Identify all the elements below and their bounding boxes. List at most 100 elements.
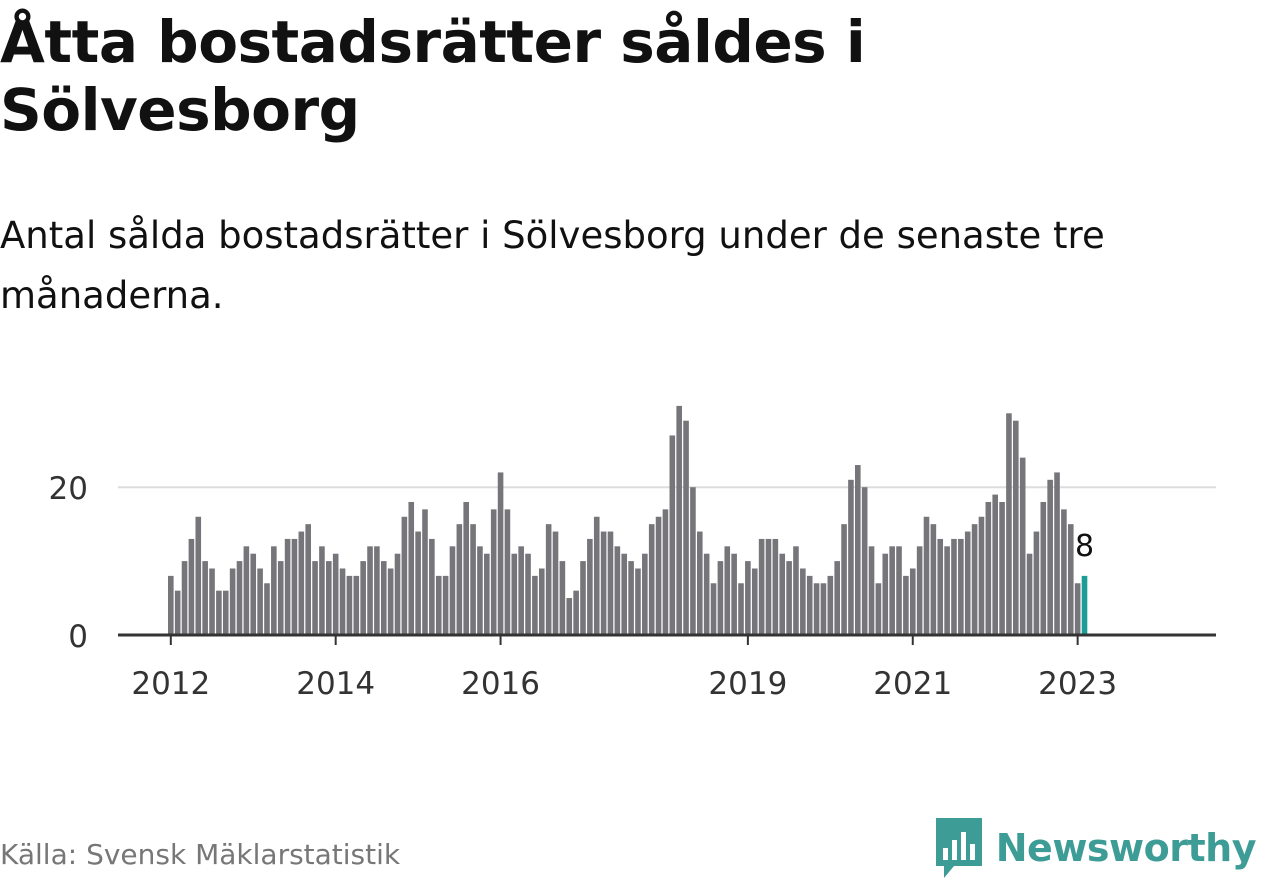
bar <box>1047 479 1053 635</box>
bar <box>903 575 909 635</box>
bar <box>690 487 696 635</box>
bar <box>1013 420 1019 635</box>
bar <box>1006 413 1012 635</box>
bar <box>257 568 263 635</box>
bar <box>298 531 305 635</box>
bar <box>669 435 676 635</box>
bar <box>985 501 992 635</box>
bar <box>944 546 950 635</box>
bar <box>532 575 538 635</box>
bar <box>525 553 531 635</box>
bar <box>999 501 1005 635</box>
chart-title: Åtta bostadsrätter såldes i Sölvesborg <box>0 8 866 144</box>
bar <box>738 583 744 635</box>
bar <box>243 546 250 635</box>
brand-name: Newsworthy <box>995 826 1257 870</box>
bar <box>504 509 511 635</box>
source-note: Källa: Svensk Mäklarstatistik <box>0 838 401 871</box>
bar <box>387 568 394 635</box>
bar <box>566 598 573 635</box>
bar <box>380 561 387 635</box>
bar <box>332 553 339 635</box>
x-tick-label: 2021 <box>873 666 952 702</box>
bar <box>800 568 806 635</box>
chart-subtitle: Antal sålda bostadsrätter i Sölvesborg u… <box>0 214 1105 317</box>
bar <box>463 501 470 635</box>
bar <box>587 538 593 635</box>
bar <box>848 479 854 635</box>
bar <box>1054 472 1060 635</box>
bar <box>484 553 490 635</box>
bar <box>367 546 373 635</box>
bar <box>1033 531 1040 635</box>
bar <box>202 561 208 635</box>
bar <box>277 561 284 635</box>
bar <box>490 509 497 635</box>
y-tick-label: 0 <box>68 619 88 655</box>
bar <box>786 561 792 635</box>
bar <box>779 553 786 635</box>
bar <box>209 568 215 635</box>
bar <box>312 561 318 635</box>
bar <box>951 538 957 635</box>
bar <box>882 553 889 635</box>
bar <box>339 568 346 635</box>
bar-highlight <box>1081 575 1088 635</box>
bar <box>793 546 799 635</box>
bar <box>291 538 298 635</box>
x-tick-label: 2016 <box>461 666 540 702</box>
bar <box>449 546 456 635</box>
bar <box>958 538 964 635</box>
bar <box>621 553 628 635</box>
bar <box>216 590 222 635</box>
bar <box>188 538 195 635</box>
y-tick-label: 20 <box>49 471 88 507</box>
bar <box>964 531 971 635</box>
bar <box>346 575 353 635</box>
bar <box>552 531 559 635</box>
bar <box>271 546 277 635</box>
bar <box>765 538 772 635</box>
bar <box>642 553 648 635</box>
bar <box>820 583 827 635</box>
bar <box>648 524 655 635</box>
bar <box>1061 509 1067 635</box>
bar <box>896 546 902 635</box>
bar <box>422 509 428 635</box>
bar <box>538 568 545 635</box>
bar <box>1026 553 1033 635</box>
bar <box>683 420 689 635</box>
bar <box>937 538 944 635</box>
bar <box>607 531 614 635</box>
bar <box>703 553 710 635</box>
bar <box>717 561 724 635</box>
bar <box>401 516 408 635</box>
bar <box>497 472 504 635</box>
bar <box>676 405 682 635</box>
bar <box>1067 524 1074 635</box>
bar <box>971 524 978 635</box>
bar <box>772 538 779 635</box>
brand-logo: Newsworthy <box>934 818 1257 878</box>
bar <box>751 568 758 635</box>
bar <box>724 546 731 635</box>
bar <box>923 516 930 635</box>
bar <box>174 590 181 635</box>
bar <box>408 501 415 635</box>
bar <box>593 516 600 635</box>
bar <box>168 575 174 635</box>
bar <box>614 546 621 635</box>
bar <box>841 524 847 635</box>
newsworthy-logo-icon <box>935 818 982 878</box>
bar <box>573 590 579 635</box>
bar <box>992 494 998 635</box>
bar <box>710 583 717 635</box>
bar <box>868 546 875 635</box>
bar <box>806 575 813 635</box>
bar <box>655 516 662 635</box>
bar <box>875 583 882 635</box>
bar <box>559 561 566 635</box>
bar <box>930 524 937 635</box>
bar <box>456 524 463 635</box>
bar <box>470 524 476 635</box>
